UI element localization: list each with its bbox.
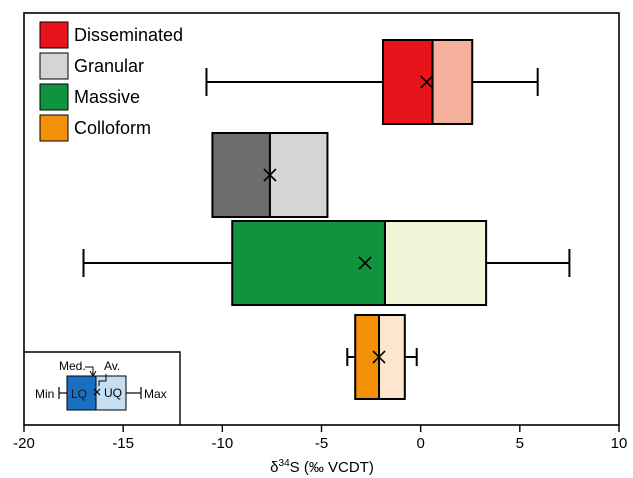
disseminated-lower-quartile-box bbox=[381, 39, 434, 125]
x-tick-label: 0 bbox=[416, 435, 424, 452]
colloform-mean-marker bbox=[372, 350, 386, 364]
colloform-lower-quartile-box bbox=[354, 314, 381, 400]
x-tick-label: -15 bbox=[112, 435, 134, 452]
key-mean-marker bbox=[93, 388, 101, 396]
box-key-inset: Min LQ UQ Max Med. Av. bbox=[24, 351, 181, 425]
x-tick-label: 10 bbox=[611, 435, 628, 452]
box-group bbox=[82, 39, 571, 400]
x-axis-label-rest: S (‰ VCDT) bbox=[290, 459, 374, 476]
x-axis-label-sup: 34 bbox=[279, 458, 291, 469]
massive-mean-marker bbox=[358, 256, 372, 270]
disseminated-mean-marker bbox=[420, 75, 434, 89]
legend-swatch-disseminated bbox=[39, 21, 69, 49]
key-med-label: Med. bbox=[59, 359, 86, 373]
x-tick-label: -20 bbox=[13, 435, 35, 452]
granular-lower-quartile-box bbox=[211, 132, 271, 218]
key-min-label: Min bbox=[35, 387, 54, 401]
x-tick-label: -5 bbox=[315, 435, 328, 452]
massive-upper-quartile-box bbox=[383, 220, 488, 306]
key-upper-quartile-box bbox=[95, 375, 127, 411]
key-frame bbox=[24, 351, 181, 425]
colloform-upper-quartile-box bbox=[378, 314, 406, 400]
x-axis-label-delta: δ bbox=[270, 459, 278, 476]
legend: Disseminated Granular Massive Colloform bbox=[39, 21, 183, 142]
legend-label-colloform: Colloform bbox=[74, 118, 151, 138]
x-axis: -20 -15 -10 -5 0 5 10 δ34S (‰ VCDT) bbox=[13, 425, 627, 476]
legend-label-granular: Granular bbox=[74, 56, 144, 76]
x-tick-label: 5 bbox=[516, 435, 524, 452]
legend-label-massive: Massive bbox=[74, 87, 140, 107]
key-max-label: Max bbox=[144, 387, 167, 401]
x-tick-label: -10 bbox=[211, 435, 233, 452]
key-med-arrowhead bbox=[89, 370, 97, 377]
legend-swatch-colloform bbox=[39, 114, 69, 142]
key-med-arrow bbox=[85, 366, 94, 375]
x-axis-label: δ34S (‰ VCDT) bbox=[270, 458, 374, 476]
key-lq-label: LQ bbox=[71, 387, 87, 401]
legend-swatch-granular bbox=[39, 52, 69, 80]
granular-mean-marker bbox=[263, 168, 277, 182]
key-uq-label: UQ bbox=[104, 386, 122, 400]
legend-swatch-massive bbox=[39, 83, 69, 111]
granular-upper-quartile-box bbox=[268, 132, 329, 218]
massive-lower-quartile-box bbox=[231, 220, 386, 306]
key-lower-quartile-box bbox=[66, 375, 97, 411]
key-av-label: Av. bbox=[104, 359, 120, 373]
legend-label-disseminated: Disseminated bbox=[74, 25, 183, 45]
key-av-arrow bbox=[98, 374, 107, 386]
disseminated-upper-quartile-box bbox=[431, 39, 474, 125]
